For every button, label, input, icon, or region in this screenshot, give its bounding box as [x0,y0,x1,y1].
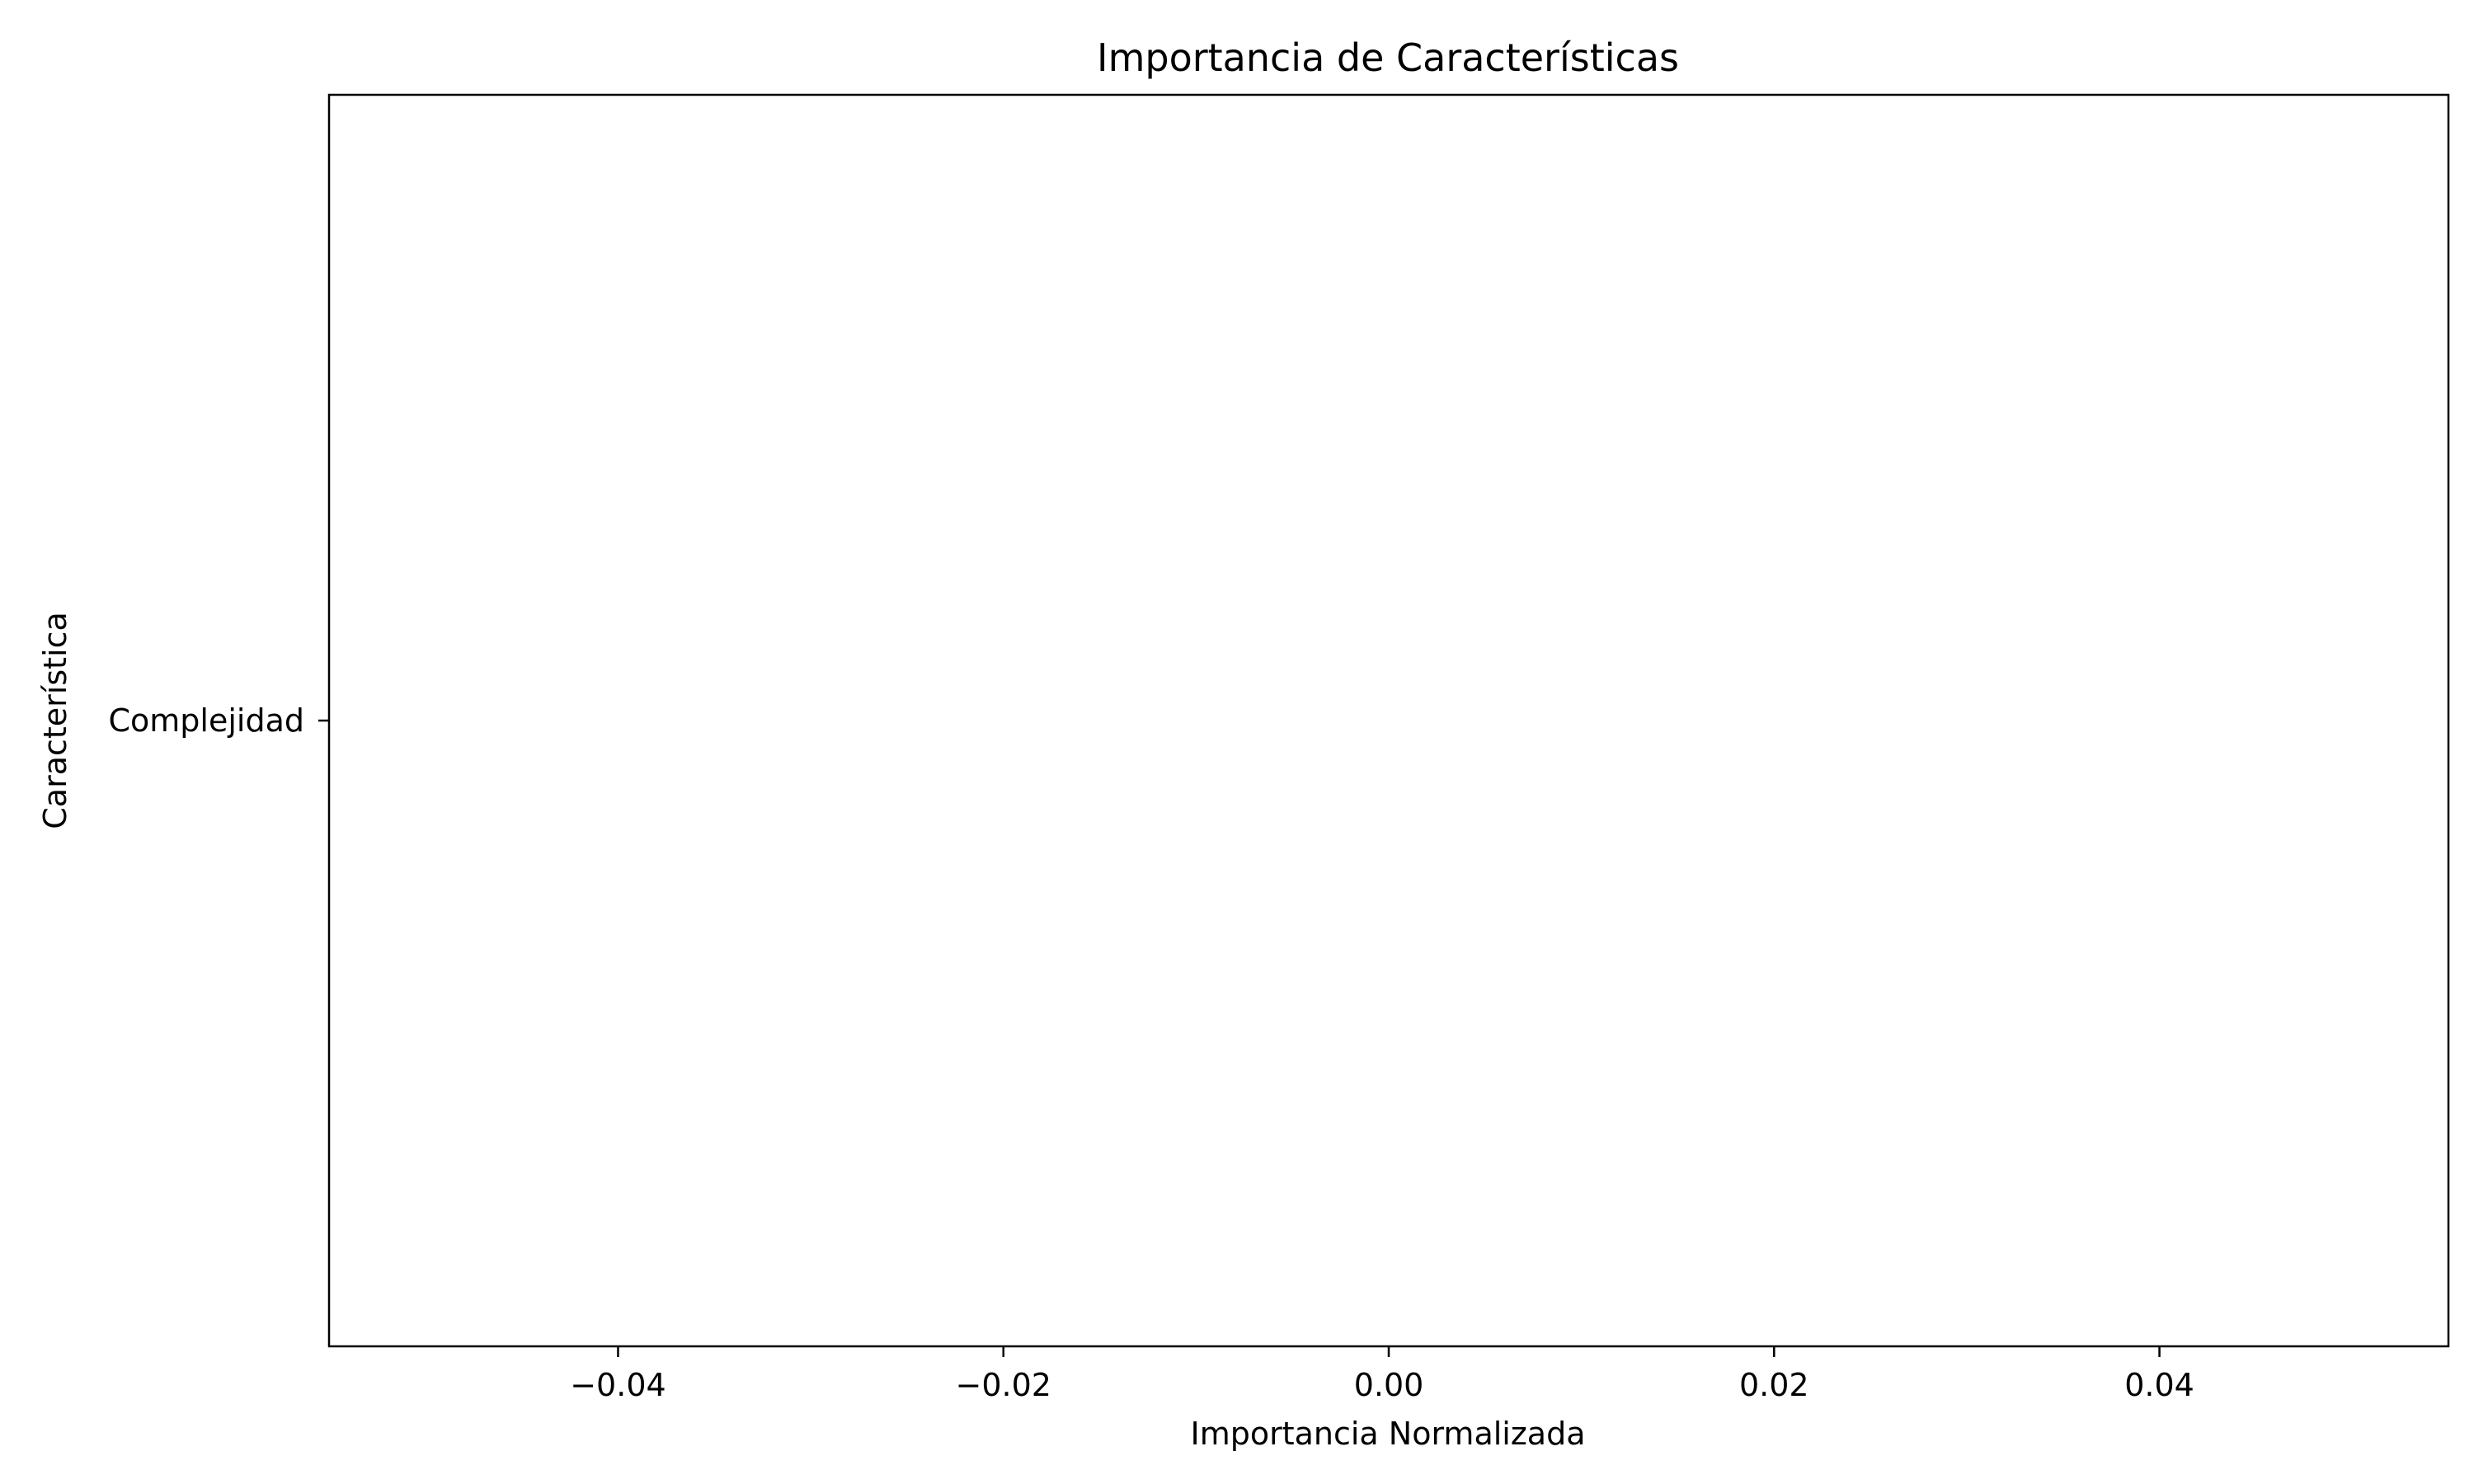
x-tick-label: 0.02 [1739,1367,1809,1403]
x-tick-label: −0.04 [570,1367,666,1403]
chart-title: Importancia de Características [1097,35,1679,80]
y-axis-ticks: Complejidad [109,702,329,739]
y-axis-label: Característica [37,612,73,829]
x-tick-label: 0.04 [2124,1367,2194,1403]
x-axis-label: Importancia Normalizada [1191,1416,1586,1452]
x-axis-ticks: −0.04 −0.02 0.00 0.02 0.04 [570,1346,2194,1403]
y-tick-label: Complejidad [109,702,305,739]
x-tick-label: 0.00 [1354,1367,1424,1403]
axes-frame [327,93,2450,1348]
x-tick-label: −0.02 [956,1367,1051,1403]
